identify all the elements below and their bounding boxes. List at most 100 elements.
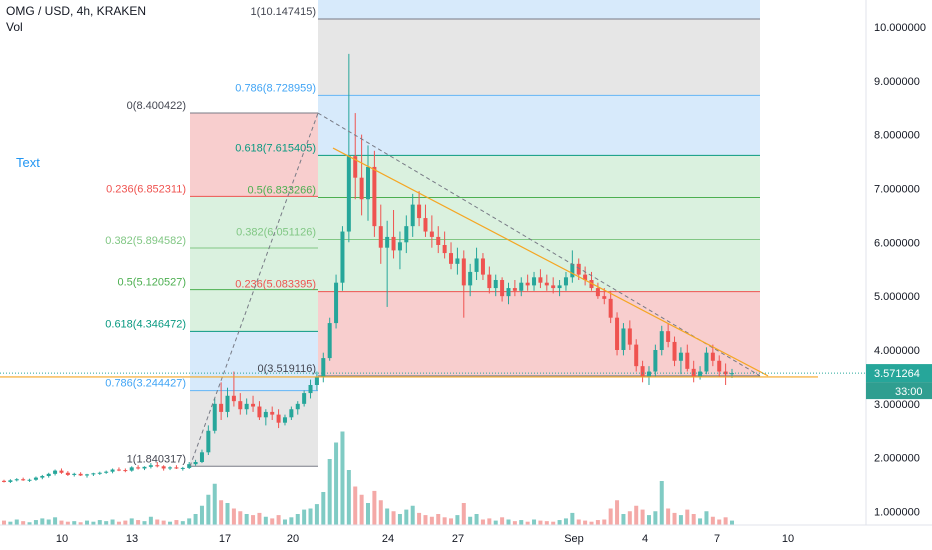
volume-bar [199,505,204,525]
fib2-extension-zone [318,0,760,19]
volume-bar [621,514,626,525]
fib1-zone [190,247,318,290]
fib2-level-label: 0.382(6.051126) [236,227,316,239]
candle-body [404,226,409,243]
fib2-level-label: 0.5(6.833266) [248,184,317,196]
candle-body [327,323,332,359]
volume-bar [295,514,300,525]
volume-bar [225,503,230,525]
volume-bar [302,509,307,525]
fib2-zone [318,155,760,198]
volume-bar [231,508,236,525]
volume-bar [129,518,134,525]
candle-body [8,480,13,482]
price-tick-label: 6.000000 [874,237,920,249]
candle-body [180,467,185,469]
volume-bar [65,521,70,525]
candle-body [436,236,441,245]
candle-body [474,258,479,272]
candle-body [289,409,294,418]
volume-bar [570,512,575,525]
candle-body [685,352,690,369]
candle-body [85,474,90,476]
fib2-level-label: 0(3.519116) [257,363,316,375]
candle-body [640,366,645,377]
volume-bar [442,517,447,525]
candle-body [423,218,428,232]
candle-body [353,156,358,178]
candle-body [219,403,224,412]
price-tick-label: 1.000000 [874,507,920,519]
time-tick-label: 20 [287,533,299,545]
time-tick-label: 7 [714,533,720,545]
volume-bar [519,520,524,525]
candle-body [723,371,728,375]
candle-body [602,296,607,299]
candle-body [563,277,568,286]
fib2-zone [318,239,760,292]
text-annotation[interactable]: Text [16,155,40,170]
candle-body [480,258,485,275]
fib2-level-label: 0.236(5.083395) [235,279,316,291]
volume-bar [710,516,715,525]
candle-body [168,467,173,469]
candle-body [136,467,141,469]
candle-body [282,417,287,423]
candle-body [487,274,492,289]
volume-bar [423,515,428,525]
candle-body [129,467,134,471]
candle-body [33,477,38,480]
price-tick-label: 9.000000 [874,76,920,88]
volume-bar [212,483,217,525]
candle-body [276,414,281,423]
volume-bar [21,521,26,525]
candle-body [493,280,498,289]
candle-body [97,472,102,474]
volume-bar [263,516,268,525]
last-price-value: 3.571264 [874,368,920,380]
volume-bar [123,520,128,525]
candle-body [2,480,6,482]
candle-body [557,285,562,289]
volume-bar [730,520,734,525]
price-tick-label: 10.000000 [874,22,926,34]
candle-body [238,401,243,410]
candle-body [346,156,351,232]
candle-body [91,473,96,475]
candle-body [334,282,339,324]
volume-bar [168,521,173,525]
volume-bar [461,503,466,525]
candle-body [449,253,454,264]
volume-bar [455,515,460,525]
candle-body [199,452,204,462]
volume-bar [615,500,620,525]
volume-bar [449,518,454,525]
candle-body [378,226,383,248]
volume-bar [206,494,211,525]
volume-bar [33,520,38,525]
price-tick-label: 7.000000 [874,183,920,195]
volume-bar [723,517,728,525]
candle-body [53,470,58,474]
volume-bar [672,512,677,525]
volume-bar [2,520,6,525]
time-tick-label: 17 [219,533,231,545]
candle-body [429,231,434,237]
candle-body [263,411,268,418]
volume-bar [193,514,198,525]
candle-body [27,479,32,481]
candle-body [104,471,109,473]
volume-bar [429,516,434,525]
volume-bar [340,431,345,525]
volume-bar [704,511,709,525]
fib2-zone [318,18,760,96]
volume-bar [327,459,332,525]
candle-body [672,341,677,361]
candle-body [627,328,632,345]
time-tick-label: 10 [56,533,68,545]
candle-body [410,204,415,227]
candle-body [442,245,447,254]
volume-bar [666,508,671,525]
candle-body [698,371,703,377]
